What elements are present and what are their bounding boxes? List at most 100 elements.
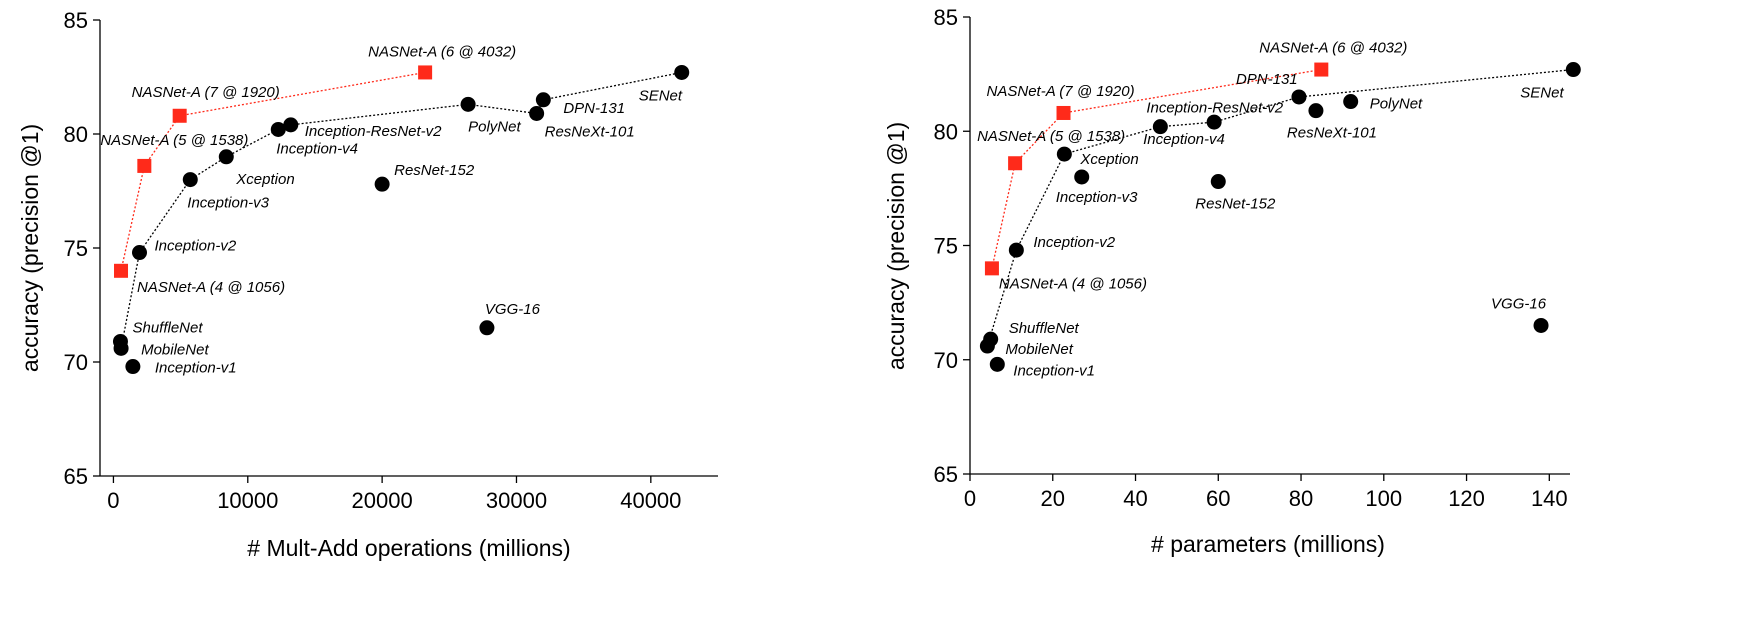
y-axis-title: accuracy (precision @1)	[883, 122, 909, 370]
point-nasnet-a-6-4032	[1314, 62, 1329, 77]
label-inception-v1: Inception-v1	[1013, 362, 1095, 379]
point-inception-resnet-v2	[1152, 119, 1168, 135]
point-mobilenet	[113, 340, 129, 356]
label-resnet-152: ResNet-152	[394, 162, 475, 179]
y-tick-label: 85	[934, 5, 958, 30]
y-tick-label: 80	[934, 119, 958, 144]
point-inception-v1	[125, 359, 141, 375]
label-nasnet-a-4-1056: NASNet-A (4 @ 1056)	[137, 279, 285, 296]
label-mobilenet: MobileNet	[1005, 341, 1073, 358]
x-tick-label: 10000	[217, 488, 278, 513]
x-tick-label: 0	[107, 488, 119, 513]
point-nasnet-a-6-4032	[418, 65, 433, 80]
chart-2: 65 70 75 80 85 0 20 40 60 80 100 120 140 # parameters…	[883, 5, 1581, 557]
point-senet	[674, 64, 690, 80]
label-inception-v2: Inception-v2	[154, 238, 236, 255]
point-dpn-131	[1291, 89, 1307, 105]
x-tick-label: 120	[1448, 486, 1485, 511]
x-tick-label: 140	[1531, 486, 1568, 511]
point-dpn-131	[535, 92, 551, 108]
point-inception-v1	[989, 356, 1005, 372]
point-inception-v4	[270, 121, 286, 137]
x-tick-label: 40	[1123, 486, 1147, 511]
label-nasnet-a-6-4032: NASNet-A (6 @ 4032)	[368, 43, 516, 60]
y-tick-label: 75	[934, 234, 958, 259]
label-inception-resnet-v2: Inception-ResNet-v2	[305, 123, 442, 140]
label-senet: SENet	[1520, 85, 1564, 102]
y-tick-label: 65	[64, 464, 88, 489]
point-vgg-16	[479, 320, 495, 336]
x-tick-label: 40000	[620, 488, 681, 513]
point-inception-v3	[1074, 169, 1090, 185]
label-nasnet-a-6-4032: NASNet-A (6 @ 4032)	[1259, 40, 1407, 57]
x-tick-label: 80	[1289, 486, 1313, 511]
point-polynet	[1343, 94, 1359, 110]
label-resnet-152: ResNet-152	[1195, 196, 1276, 213]
nasnet-frontier-line	[991, 68, 1322, 269]
point-resnext-101	[1308, 103, 1324, 119]
label-dpn-131: DPN-131	[563, 100, 625, 117]
label-shufflenet: ShuffleNet	[1009, 320, 1080, 337]
label-nasnet-a-7-1920: NASNet-A (7 @ 1920)	[987, 83, 1135, 100]
label-vgg-16: VGG-16	[485, 301, 541, 318]
baseline-frontier-line	[120, 71, 682, 349]
label-inception-v2: Inception-v2	[1033, 234, 1115, 251]
point-nasnet-a-7-1920	[172, 108, 187, 123]
label-inception-v4: Inception-v4	[1143, 131, 1225, 148]
label-shufflenet: ShuffleNet	[132, 319, 203, 336]
y-tick-label: 70	[64, 350, 88, 375]
y-tick-label: 80	[64, 122, 88, 147]
label-polynet: PolyNet	[1370, 96, 1423, 113]
point-inception-v2	[131, 245, 147, 261]
point-mobilenet	[979, 338, 995, 354]
label-nasnet-a-4-1056: NASNet-A (4 @ 1056)	[999, 275, 1147, 292]
label-inception-v4: Inception-v4	[276, 140, 358, 157]
y-tick-label: 65	[934, 462, 958, 487]
point-nasnet-a-7-1920	[1056, 105, 1071, 120]
label-polynet: PolyNet	[468, 118, 521, 135]
label-resnext-101: ResNeXt-101	[545, 123, 635, 140]
point-inception-v2	[1008, 242, 1024, 258]
y-tick-label: 75	[64, 236, 88, 261]
label-senet: SENet	[639, 87, 683, 104]
point-resnext-101	[529, 105, 545, 121]
point-nasnet-a-5-1538	[137, 158, 152, 173]
point-senet	[1565, 62, 1581, 78]
y-tick-label: 85	[64, 8, 88, 33]
label-inception-v3: Inception-v3	[1056, 189, 1138, 206]
label-xception: Xception	[1079, 151, 1138, 168]
label-resnext-101: ResNeXt-101	[1287, 125, 1377, 142]
x-tick-label: 30000	[486, 488, 547, 513]
point-xception	[1056, 146, 1072, 162]
point-xception	[218, 149, 234, 165]
x-axis-title: # Mult-Add operations (millions)	[247, 535, 570, 561]
point-vgg-16	[1533, 317, 1549, 333]
y-axis-title: accuracy (precision @1)	[17, 124, 43, 372]
x-tick-label: 20	[1041, 486, 1065, 511]
point-resnet-152	[374, 176, 390, 192]
point-resnet-152	[1210, 174, 1226, 190]
point-inception-resnet-v2	[283, 117, 299, 133]
label-nasnet-a-5-1538: NASNet-A (5 @ 1538)	[977, 128, 1125, 145]
x-tick-label: 60	[1206, 486, 1230, 511]
point-polynet	[460, 96, 476, 112]
y-tick-label: 70	[934, 348, 958, 373]
nasnet-frontier-line	[120, 71, 426, 271]
label-inception-v1: Inception-v1	[155, 360, 237, 377]
point-nasnet-a-4-1056	[984, 261, 999, 276]
label-nasnet-a-7-1920: NASNet-A (7 @ 1920)	[132, 84, 280, 101]
label-inception-v3: Inception-v3	[187, 195, 269, 212]
label-inception-resnet-v2: Inception-ResNet-v2	[1146, 100, 1283, 117]
x-axis-title: # parameters (millions)	[1151, 531, 1385, 557]
label-mobilenet: MobileNet	[141, 341, 209, 358]
point-inception-v3	[182, 172, 198, 188]
chart-1: 65 70 75 80 85 0 10000 20000 30000 40000 # Mult-Ad…	[17, 8, 718, 561]
x-tick-label: 0	[964, 486, 976, 511]
point-inception-v4	[1206, 114, 1222, 130]
x-tick-label: 20000	[352, 488, 413, 513]
label-xception: Xception	[235, 171, 294, 188]
label-nasnet-a-5-1538: NASNet-A (5 @ 1538)	[100, 132, 248, 149]
label-dpn-131: DPN-131	[1236, 71, 1298, 88]
